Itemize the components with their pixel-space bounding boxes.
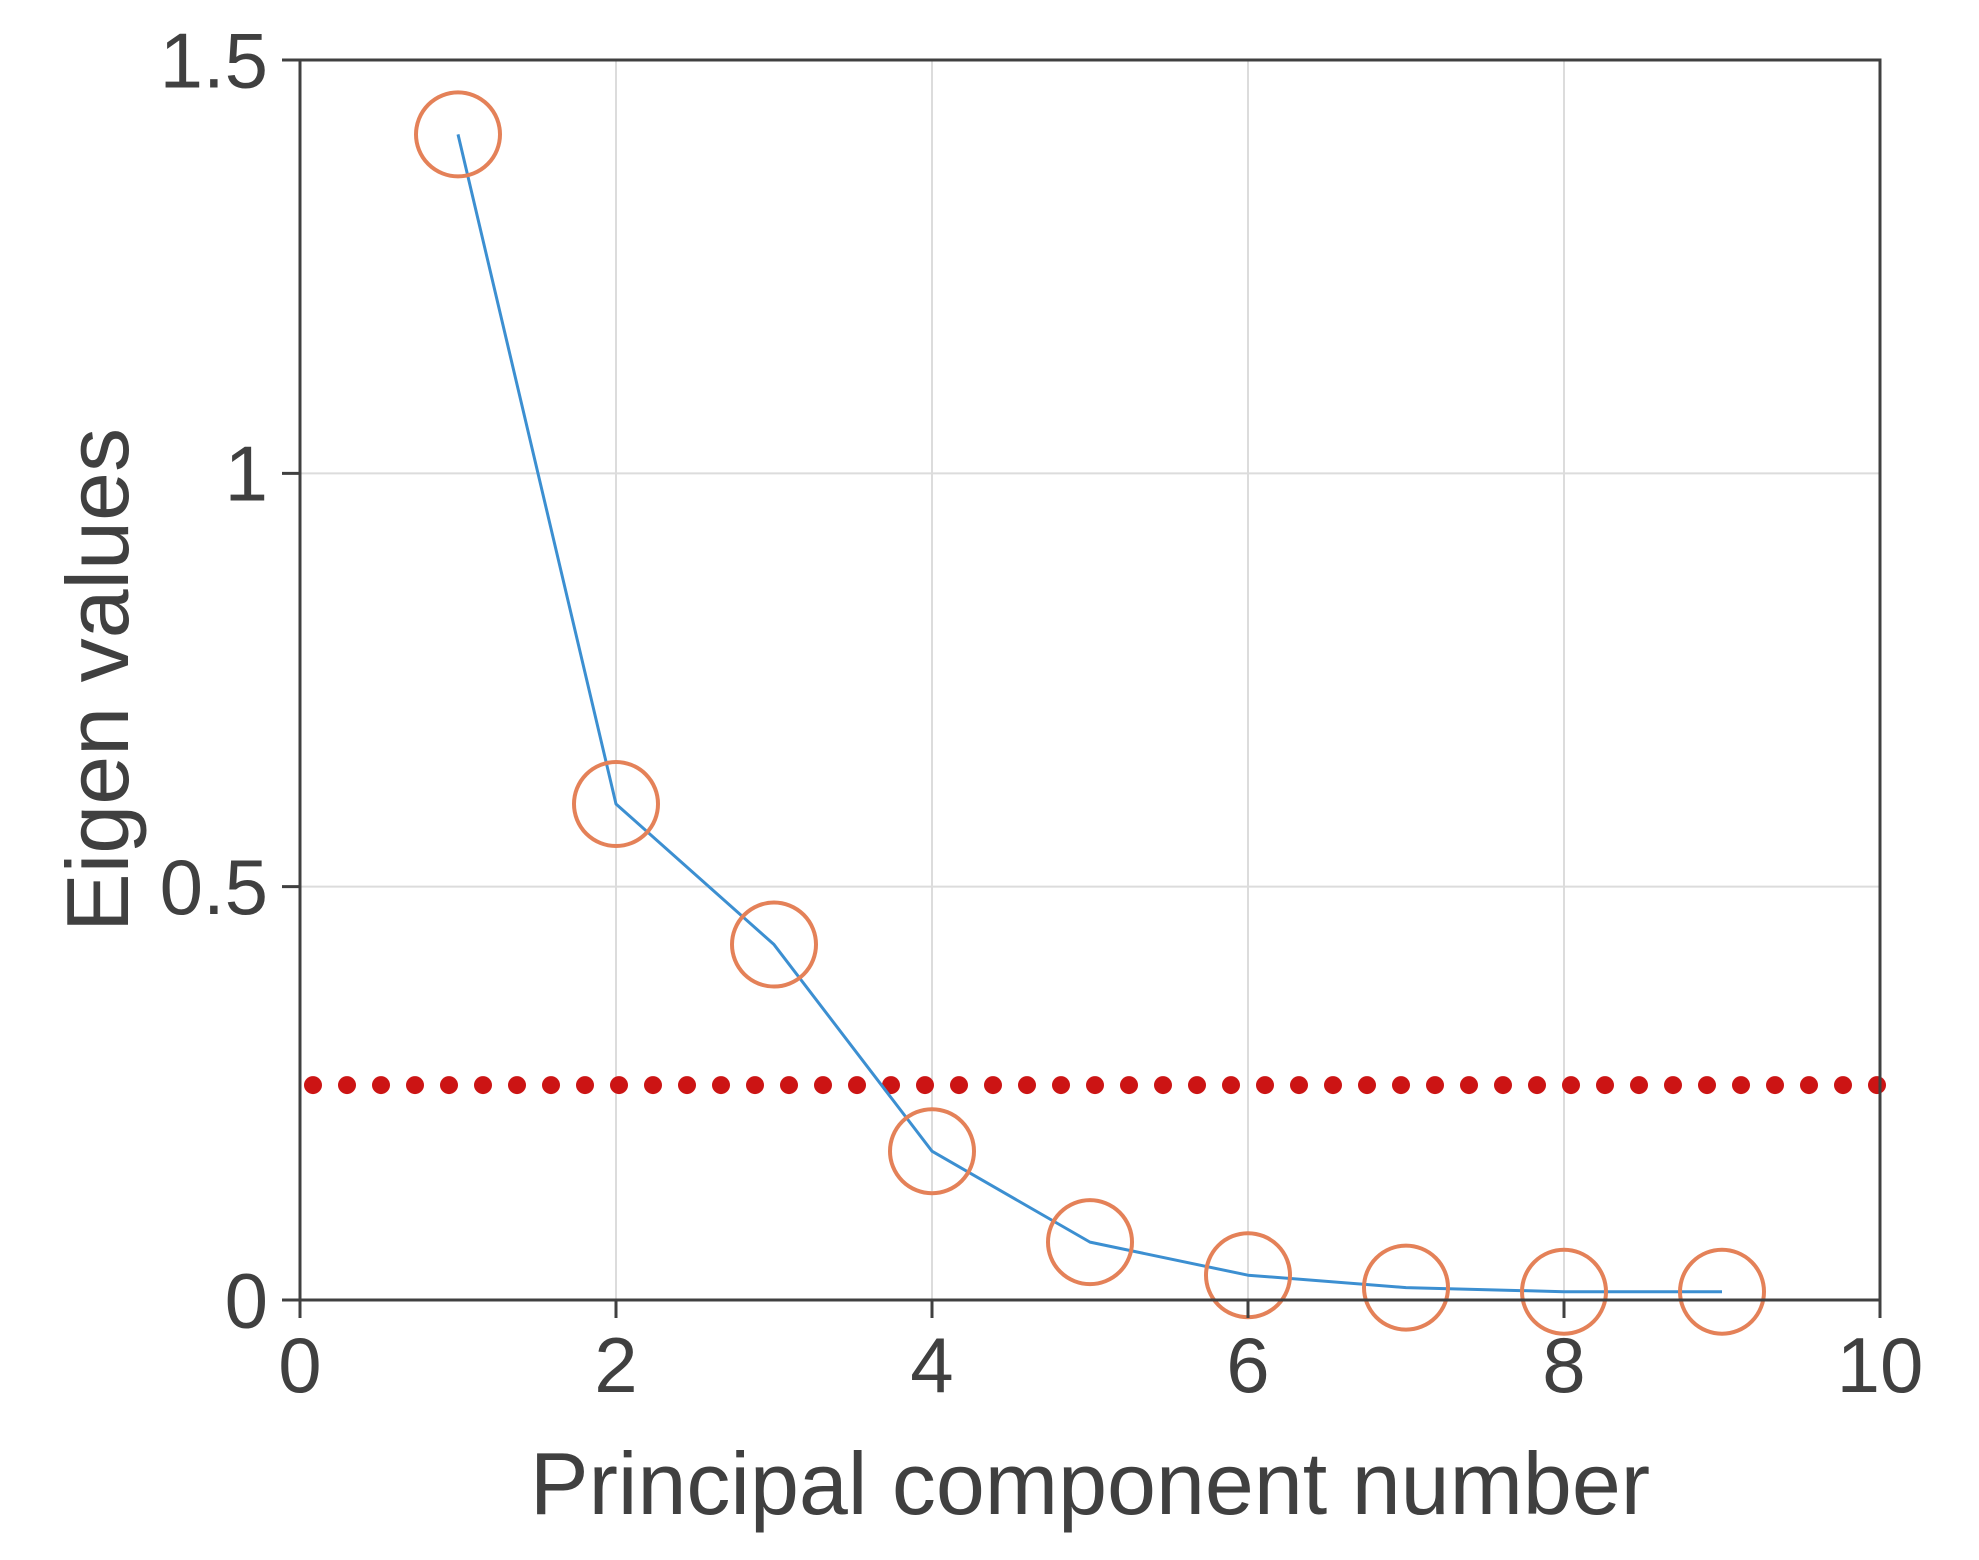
threshold-dot [508, 1076, 526, 1094]
x-tick-label: 10 [1837, 1321, 1924, 1409]
threshold-dot [984, 1076, 1002, 1094]
threshold-dot [1528, 1076, 1546, 1094]
threshold-dot [1426, 1076, 1444, 1094]
threshold-dot [1630, 1076, 1648, 1094]
threshold-dot [1358, 1076, 1376, 1094]
x-tick-label: 4 [910, 1321, 953, 1409]
x-tick-label: 8 [1542, 1321, 1585, 1409]
threshold-dot [1188, 1076, 1206, 1094]
threshold-dot [1018, 1076, 1036, 1094]
threshold-dot [1766, 1076, 1784, 1094]
threshold-dot [1290, 1076, 1308, 1094]
scree-plot: 0 2 4 6 8 10 0 0.5 1 1.5 Principal component numbe… [0, 0, 1979, 1560]
threshold-dot [678, 1076, 696, 1094]
y-tick-label: 1 [225, 430, 268, 518]
threshold-dot [1596, 1076, 1614, 1094]
x-axis-label: Principal component number [530, 1434, 1650, 1533]
threshold-dot [1732, 1076, 1750, 1094]
y-axis-label: Eigen values [48, 428, 147, 932]
x-tick-label: 2 [594, 1321, 637, 1409]
threshold-dot [304, 1076, 322, 1094]
threshold-dot [1698, 1076, 1716, 1094]
threshold-dot [1800, 1076, 1818, 1094]
threshold-dot [338, 1076, 356, 1094]
x-tick-label: 6 [1226, 1321, 1269, 1409]
threshold-dot [406, 1076, 424, 1094]
threshold-dot [372, 1076, 390, 1094]
threshold-dot [1834, 1076, 1852, 1094]
threshold-dot [780, 1076, 798, 1094]
threshold-dot [542, 1076, 560, 1094]
threshold-dot [1494, 1076, 1512, 1094]
x-tick-label: 0 [278, 1321, 321, 1409]
threshold-dot [1562, 1076, 1580, 1094]
threshold-dot [474, 1076, 492, 1094]
y-tick-label: 1.5 [160, 16, 268, 104]
threshold-dot [1222, 1076, 1240, 1094]
threshold-dot [1868, 1076, 1886, 1094]
threshold-dot [814, 1076, 832, 1094]
threshold-dot [1086, 1076, 1104, 1094]
threshold-dot [1154, 1076, 1172, 1094]
threshold-dot [576, 1076, 594, 1094]
y-tick-label: 0 [225, 1256, 268, 1344]
threshold-dot [746, 1076, 764, 1094]
y-tick-label: 0.5 [160, 843, 268, 931]
threshold-dot [1460, 1076, 1478, 1094]
threshold-dot [1324, 1076, 1342, 1094]
threshold-dot [950, 1076, 968, 1094]
threshold-dot [712, 1076, 730, 1094]
plot-background [300, 60, 1880, 1300]
threshold-dot [610, 1076, 628, 1094]
threshold-dot [1392, 1076, 1410, 1094]
threshold-dot [1256, 1076, 1274, 1094]
threshold-dot [1052, 1076, 1070, 1094]
threshold-dot [440, 1076, 458, 1094]
chart-svg: 0 2 4 6 8 10 0 0.5 1 1.5 Principal component numbe… [0, 0, 1979, 1560]
threshold-dot [916, 1076, 934, 1094]
threshold-dot [1664, 1076, 1682, 1094]
threshold-dot [1120, 1076, 1138, 1094]
threshold-dot [848, 1076, 866, 1094]
threshold-dot [644, 1076, 662, 1094]
